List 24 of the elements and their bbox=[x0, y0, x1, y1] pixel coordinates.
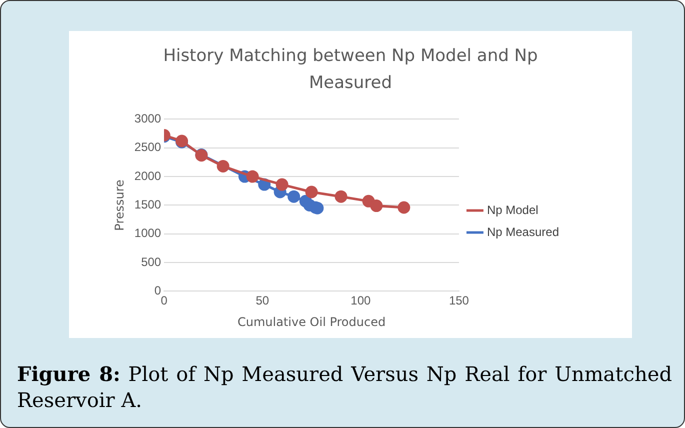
y-tick-label: 1500 bbox=[134, 198, 162, 212]
y-tick-label: 0 bbox=[154, 284, 162, 298]
x-axis-title: Cumulative Oil Produced bbox=[237, 314, 386, 329]
point bbox=[246, 170, 259, 183]
point bbox=[305, 186, 318, 198]
x-tick-label: 50 bbox=[256, 294, 270, 308]
point bbox=[276, 178, 288, 191]
x-tick-label: 150 bbox=[448, 294, 470, 308]
legend-label: Np Model bbox=[486, 202, 538, 217]
y-tick-label: 2500 bbox=[134, 140, 162, 154]
x-tick-label: 100 bbox=[350, 294, 372, 308]
point bbox=[398, 201, 410, 214]
chart-title: History Matching between Np Model and Np Measured bbox=[162, 45, 539, 95]
point bbox=[288, 190, 300, 203]
point bbox=[370, 200, 383, 212]
caption: Figure 8: Plot of Np Measured Versus Np Real for Unmatched Reservoir A. bbox=[17, 362, 672, 412]
y-tick-label: 500 bbox=[141, 254, 162, 269]
y-axis-title: Pressure bbox=[112, 180, 126, 231]
y-tick-label: 3000 bbox=[134, 112, 162, 126]
point bbox=[334, 190, 348, 203]
y-tick-label: 2000 bbox=[134, 168, 162, 183]
y-tick-label: 1000 bbox=[134, 226, 162, 240]
legend-label: Np Measured bbox=[486, 224, 560, 239]
point bbox=[216, 160, 230, 172]
